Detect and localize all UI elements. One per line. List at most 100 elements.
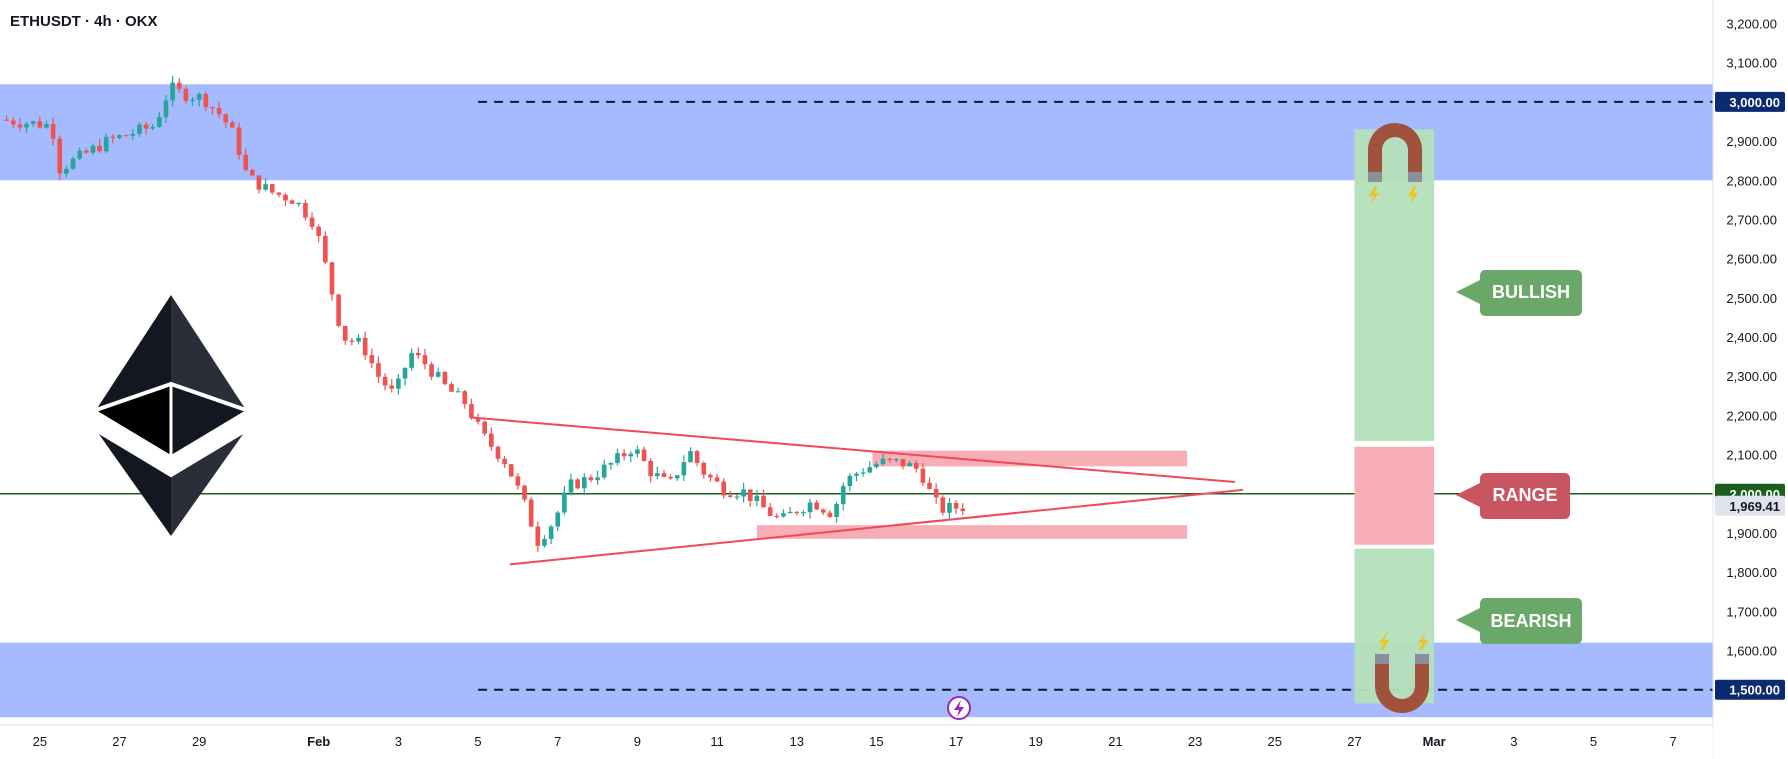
range-box-projection[interactable] (1354, 446, 1435, 545)
candle[interactable] (840, 482, 846, 511)
candle[interactable] (356, 334, 361, 345)
candle[interactable] (50, 117, 56, 146)
candle[interactable] (10, 117, 16, 129)
candle[interactable] (422, 349, 428, 370)
candle[interactable] (103, 133, 109, 153)
candle[interactable] (953, 500, 959, 515)
candle[interactable] (402, 367, 408, 386)
candle[interactable] (117, 134, 122, 140)
candle[interactable] (303, 199, 308, 221)
bullish-label[interactable]: BULLISH (1456, 270, 1582, 316)
candle[interactable] (176, 78, 182, 93)
candle[interactable] (57, 135, 63, 181)
candle[interactable] (867, 461, 873, 474)
candle[interactable] (940, 495, 946, 516)
candle[interactable] (110, 133, 116, 144)
candle[interactable] (449, 381, 454, 392)
candle[interactable] (190, 96, 195, 106)
candle[interactable] (508, 464, 514, 477)
candle[interactable] (309, 212, 315, 230)
candle[interactable] (555, 510, 561, 531)
candle[interactable] (502, 455, 507, 468)
candle[interactable] (130, 129, 136, 141)
candle[interactable] (442, 370, 448, 386)
candle[interactable] (362, 331, 368, 360)
candle[interactable] (820, 508, 826, 515)
candle[interactable] (203, 91, 209, 112)
candle[interactable] (83, 148, 89, 154)
candle[interactable] (661, 470, 667, 478)
trendline-lower[interactable] (509, 488, 1244, 566)
candle[interactable] (210, 106, 215, 115)
candle[interactable] (767, 503, 773, 517)
candle[interactable] (349, 338, 355, 346)
candle[interactable] (920, 463, 926, 486)
candle[interactable] (787, 506, 793, 514)
candle[interactable] (342, 325, 348, 345)
candle[interactable] (588, 474, 594, 483)
candle[interactable] (150, 123, 156, 131)
candle[interactable] (874, 461, 879, 469)
range-label[interactable]: RANGE (1456, 473, 1570, 519)
candle[interactable] (807, 498, 813, 519)
price-tag-1500[interactable]: 1,500.00 (1715, 679, 1785, 700)
candle[interactable] (77, 147, 82, 161)
candle[interactable] (648, 458, 653, 483)
candle[interactable] (70, 156, 76, 171)
candle[interactable] (30, 120, 36, 128)
candle[interactable] (761, 489, 766, 508)
candle[interactable] (157, 111, 162, 128)
candle[interactable] (668, 474, 673, 481)
candle[interactable] (289, 199, 295, 204)
candle[interactable] (721, 478, 727, 499)
candle[interactable] (64, 165, 69, 178)
candle[interactable] (635, 445, 640, 458)
candle[interactable] (429, 361, 434, 380)
candle[interactable] (568, 473, 574, 496)
candle[interactable] (581, 473, 587, 496)
candle[interactable] (754, 489, 760, 507)
candle[interactable] (548, 524, 554, 545)
trendline-upper[interactable] (469, 416, 1236, 484)
candle[interactable] (462, 389, 468, 409)
candle[interactable] (734, 494, 740, 501)
price-axis[interactable] (1713, 0, 1788, 759)
range-box-0[interactable] (872, 450, 1188, 467)
candle[interactable] (847, 473, 853, 492)
candle[interactable] (794, 511, 800, 516)
candle[interactable] (495, 445, 501, 463)
candle[interactable] (860, 468, 866, 477)
candle[interactable] (17, 118, 23, 132)
candle[interactable] (880, 453, 886, 466)
candle[interactable] (409, 348, 414, 371)
candle[interactable] (913, 459, 919, 473)
candle[interactable] (728, 491, 733, 498)
candle[interactable] (163, 94, 169, 124)
candle[interactable] (781, 509, 786, 518)
candle[interactable] (947, 498, 952, 519)
candle[interactable] (256, 175, 262, 194)
candle[interactable] (369, 348, 375, 368)
candle[interactable] (276, 192, 282, 198)
candle[interactable] (927, 477, 932, 490)
candle[interactable] (283, 192, 288, 206)
candle[interactable] (747, 489, 753, 507)
candle[interactable] (601, 459, 607, 480)
candle[interactable] (708, 473, 713, 482)
candle[interactable] (714, 473, 720, 483)
candle[interactable] (535, 521, 541, 552)
candle[interactable] (236, 122, 242, 160)
candle[interactable] (249, 168, 255, 176)
candle[interactable] (887, 457, 893, 463)
candle[interactable] (641, 446, 647, 462)
candle[interactable] (701, 461, 707, 479)
candle[interactable] (269, 183, 275, 195)
candle[interactable] (336, 294, 341, 328)
candle[interactable] (323, 231, 328, 265)
candle[interactable] (515, 473, 521, 490)
candle[interactable] (170, 76, 175, 107)
candle[interactable] (376, 356, 381, 384)
candle[interactable] (900, 459, 906, 470)
candle[interactable] (674, 474, 680, 481)
